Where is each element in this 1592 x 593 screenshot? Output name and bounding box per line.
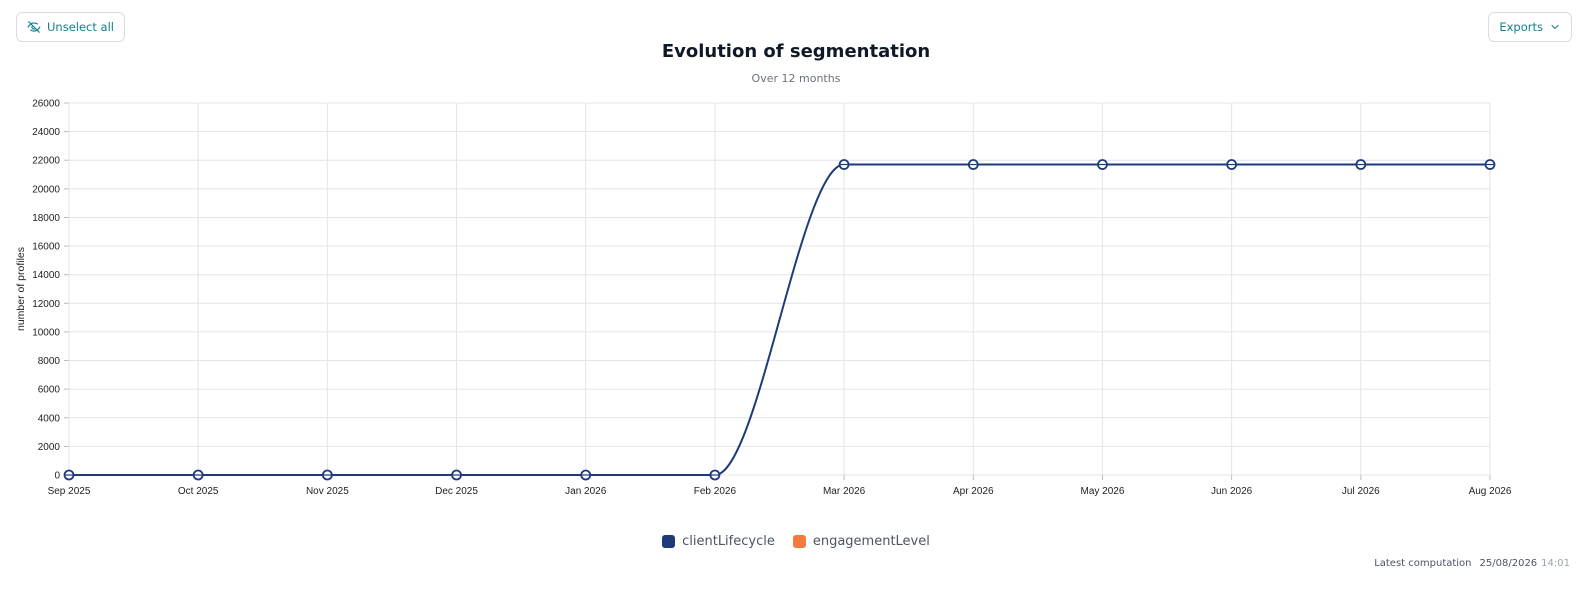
chart-legend: clientLifecycle engagementLevel bbox=[0, 534, 1592, 549]
chart-title: Evolution of segmentation bbox=[661, 41, 931, 62]
x-tick-label: Jan 2026 bbox=[565, 486, 607, 497]
y-tick-label: 4000 bbox=[38, 413, 61, 424]
y-tick-label: 24000 bbox=[32, 127, 60, 138]
chevron-down-icon bbox=[1549, 21, 1561, 33]
legend-item-clientlifecycle[interactable]: clientLifecycle bbox=[662, 534, 775, 549]
line-chart: 0 2000 4000 6000 8000 10000 12000 14000 16000 180… bbox=[15, 99, 1512, 498]
y-tick-label: 20000 bbox=[32, 184, 60, 195]
latest-computation-time: 14:01 bbox=[1541, 558, 1570, 569]
latest-computation: Latest computation 25/08/2026 14:01 bbox=[1374, 558, 1570, 569]
legend-swatch-engagementlevel bbox=[792, 535, 806, 548]
x-tick-label: Feb 2026 bbox=[694, 486, 737, 497]
x-tick-label: May 2026 bbox=[1080, 486, 1124, 497]
legend-item-engagementlevel[interactable]: engagementLevel bbox=[792, 534, 930, 549]
x-tick-label: Jul 2026 bbox=[1342, 486, 1380, 497]
x-tick-label: Oct 2025 bbox=[178, 486, 219, 497]
chart-subtitle: Over 12 months bbox=[751, 72, 841, 85]
exports-label: Exports bbox=[1499, 20, 1543, 34]
latest-computation-label: Latest computation bbox=[1374, 558, 1472, 569]
y-tick-label: 12000 bbox=[32, 299, 60, 310]
y-tick-label: 0 bbox=[54, 471, 60, 482]
x-tick-label: Apr 2026 bbox=[953, 486, 994, 497]
grid-lines bbox=[64, 102, 1491, 480]
x-tick-label: Nov 2025 bbox=[306, 486, 349, 497]
unselect-all-label: Unselect all bbox=[47, 20, 114, 34]
exports-button[interactable]: Exports bbox=[1488, 12, 1572, 42]
x-tick-label: Dec 2025 bbox=[435, 486, 478, 497]
series-line-clientLifecycle bbox=[68, 163, 1490, 477]
latest-computation-date: 25/08/2026 bbox=[1479, 558, 1538, 569]
y-tick-label: 10000 bbox=[32, 327, 60, 338]
legend-label-clientlifecycle: clientLifecycle bbox=[682, 534, 775, 549]
y-tick-label: 2000 bbox=[38, 442, 61, 453]
y-tick-label: 16000 bbox=[32, 242, 60, 253]
y-tick-label: 6000 bbox=[38, 385, 61, 396]
y-tick-label: 8000 bbox=[38, 356, 61, 367]
x-tick-label: Aug 2026 bbox=[1469, 486, 1512, 497]
eye-off-icon bbox=[27, 20, 41, 34]
unselect-all-button[interactable]: Unselect all bbox=[16, 12, 125, 42]
legend-swatch-clientlifecycle bbox=[662, 535, 676, 548]
x-tick-label: Sep 2025 bbox=[48, 486, 91, 497]
y-tick-label: 22000 bbox=[32, 156, 60, 167]
y-tick-label: 26000 bbox=[32, 99, 60, 110]
x-tick-label: Mar 2026 bbox=[823, 486, 866, 497]
y-axis-label: number of profiles bbox=[15, 247, 27, 331]
y-tick-label: 14000 bbox=[32, 270, 60, 281]
legend-label-engagementlevel: engagementLevel bbox=[812, 534, 930, 549]
y-tick-label: 18000 bbox=[32, 213, 60, 224]
x-tick-label: Jun 2026 bbox=[1211, 486, 1253, 497]
